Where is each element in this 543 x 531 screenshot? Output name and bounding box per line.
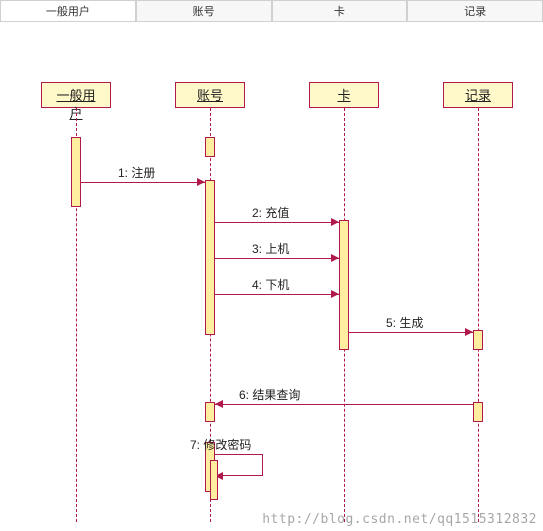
lifeline-user: 一般用户 — [41, 82, 111, 108]
activation-6 — [473, 402, 483, 422]
tab-card[interactable]: 卡 — [272, 0, 408, 21]
diagram-canvas: 一般用户 账号 卡 记录 1: 注册 2: 充值 3: 上机 4: 下机 5: 生成 6: 结果查… — [0, 22, 543, 531]
message-line-4 — [349, 332, 473, 333]
activation-1 — [205, 137, 215, 157]
lifeline-card: 卡 — [309, 82, 379, 108]
selfmsg-label: 7: 修改密码 — [190, 436, 251, 453]
tab-label: 卡 — [334, 3, 345, 19]
tab-bar: 一般用户 账号 卡 记录 — [0, 0, 543, 22]
message-arrow-3 — [331, 290, 339, 298]
message-label-2: 3: 上机 — [252, 240, 289, 257]
activation-2 — [205, 180, 215, 335]
watermark-text: http://blog.csdn.net/qq1515312832 — [262, 512, 537, 527]
message-arrow-4 — [465, 328, 473, 336]
message-line-1 — [215, 222, 339, 223]
activation-5 — [205, 402, 215, 422]
message-arrow-2 — [331, 254, 339, 262]
message-label-4: 5: 生成 — [386, 314, 423, 331]
activation-4 — [473, 330, 483, 350]
message-arrow-0 — [197, 178, 205, 186]
tab-record[interactable]: 记录 — [407, 0, 543, 21]
activation-0 — [71, 137, 81, 207]
message-label-1: 2: 充值 — [252, 204, 289, 221]
message-line-5 — [215, 404, 473, 405]
tab-label: 记录 — [464, 3, 486, 19]
message-line-0 — [81, 182, 205, 183]
message-label-3: 4: 下机 — [252, 276, 289, 293]
message-label-5: 6: 结果查询 — [239, 386, 300, 403]
message-line-3 — [215, 294, 339, 295]
tab-label: 一般用户 — [46, 3, 90, 19]
activation-3 — [339, 220, 349, 350]
lifeline-record: 记录 — [443, 82, 513, 108]
selfmsg-activation — [210, 460, 218, 500]
message-line-2 — [215, 258, 339, 259]
message-label-0: 1: 注册 — [118, 164, 155, 181]
message-arrow-1 — [331, 218, 339, 226]
tab-label: 账号 — [193, 3, 215, 19]
tab-account[interactable]: 账号 — [136, 0, 272, 21]
message-arrow-5 — [215, 400, 223, 408]
lifeline-dash-record — [478, 108, 479, 522]
tab-user[interactable]: 一般用户 — [0, 0, 136, 21]
lifeline-account: 账号 — [175, 82, 245, 108]
